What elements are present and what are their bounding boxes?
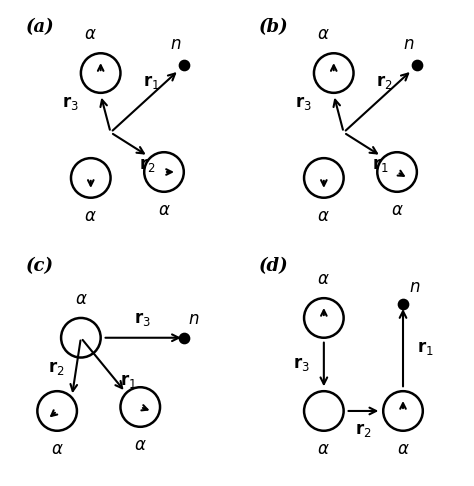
Text: $n$: $n$: [409, 279, 420, 296]
Text: $\mathbf{r}_3$: $\mathbf{r}_3$: [62, 94, 79, 112]
Text: (b): (b): [258, 17, 288, 35]
Text: $\alpha$: $\alpha$: [318, 208, 330, 225]
Text: $\alpha$: $\alpha$: [84, 208, 97, 225]
Text: $\mathbf{r}_2$: $\mathbf{r}_2$: [139, 156, 156, 174]
Text: $\alpha$: $\alpha$: [84, 26, 97, 43]
Text: $\mathbf{r}_1$: $\mathbf{r}_1$: [143, 73, 160, 91]
Text: $\mathbf{r}_3$: $\mathbf{r}_3$: [295, 94, 312, 112]
Text: $\mathbf{r}_1$: $\mathbf{r}_1$: [120, 372, 137, 390]
Text: (a): (a): [26, 17, 54, 35]
Text: $n$: $n$: [403, 36, 415, 53]
Text: $\alpha$: $\alpha$: [134, 437, 146, 454]
Point: [180, 61, 188, 69]
Text: $\alpha$: $\alpha$: [391, 202, 403, 219]
Text: $\mathbf{r}_1$: $\mathbf{r}_1$: [373, 156, 389, 174]
Text: $n$: $n$: [188, 311, 200, 328]
Text: $n$: $n$: [170, 36, 182, 53]
Text: $\alpha$: $\alpha$: [318, 26, 330, 43]
Point: [399, 300, 407, 308]
Text: $\mathbf{r}_3$: $\mathbf{r}_3$: [134, 310, 151, 328]
Text: $\mathbf{r}_2$: $\mathbf{r}_2$: [376, 73, 393, 91]
Text: $\alpha$: $\alpha$: [158, 202, 170, 219]
Text: $\alpha$: $\alpha$: [318, 271, 330, 288]
Text: $\mathbf{r}_2$: $\mathbf{r}_2$: [48, 360, 65, 378]
Text: $\mathbf{r}_2$: $\mathbf{r}_2$: [355, 421, 372, 439]
Point: [413, 61, 420, 69]
Text: $\alpha$: $\alpha$: [318, 441, 330, 458]
Text: $\alpha$: $\alpha$: [397, 441, 410, 458]
Point: [180, 334, 188, 342]
Text: $\mathbf{r}_3$: $\mathbf{r}_3$: [293, 355, 310, 373]
Text: $\alpha$: $\alpha$: [74, 291, 87, 308]
Text: $\mathbf{r}_1$: $\mathbf{r}_1$: [417, 339, 434, 357]
Text: (d): (d): [258, 257, 288, 275]
Text: (c): (c): [26, 257, 54, 275]
Text: $\alpha$: $\alpha$: [51, 441, 64, 458]
